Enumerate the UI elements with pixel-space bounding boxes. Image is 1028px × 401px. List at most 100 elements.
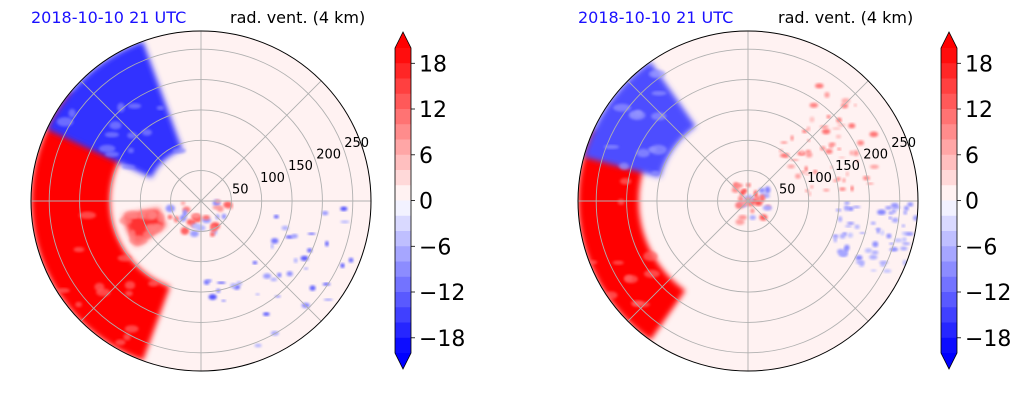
colorbar-level [941,292,957,308]
field-speckle [808,191,812,196]
colorbar-tick-label: −12 [419,281,465,306]
field-speckle [901,224,906,228]
field-blob [762,205,773,211]
field-texture [68,108,76,118]
field-speckle [905,232,914,236]
field-texture [56,117,74,127]
colorbar-level [395,231,411,247]
panel-1-title-left: 2018-10-10 21 UTC [31,8,186,27]
field-texture [115,339,126,346]
grid-spoke [747,80,869,202]
colorbar-level [941,48,957,64]
grid-spoke [200,80,322,202]
field-speckle [842,178,846,183]
field-speckle [216,281,226,284]
colorbar-level [941,109,957,125]
colorbar-level [941,170,957,186]
colorbar-tick-label: −18 [419,327,465,352]
field-speckle [779,153,789,158]
radial-tick-label: 50 [779,182,796,197]
radial-tick-label: 150 [835,159,860,174]
colorbar-tick-label: 0 [965,190,979,215]
field-speckle [206,279,212,282]
field-speckle [806,126,811,132]
field-speckle [303,267,309,270]
field-speckle [877,209,886,215]
field-blob [182,209,188,218]
field-speckle [805,173,810,176]
grid-spoke [80,80,202,202]
colorbar-level [395,93,411,110]
field-blob [738,215,747,220]
field-speckle [872,241,879,248]
field-texture [124,281,136,290]
colorbar-level [395,170,411,186]
field-blob [741,201,748,206]
field-speckle [340,220,350,224]
field-speckle [857,140,865,146]
field-speckle [838,156,846,159]
field-speckle [859,232,866,235]
field-speckle [821,128,831,135]
field-speckle [903,210,907,215]
field-speckle [855,260,865,265]
field-blob [733,183,743,188]
colorbar-level [395,276,411,293]
field-speckle [321,211,329,216]
grid-spoke [80,200,202,322]
colorbar-level [395,78,411,95]
field-speckle [845,225,852,228]
polar-panel-2: 2018-10-10 21 UTC rad. vent. (4 km) 50 10… [577,8,1011,372]
field-speckle [883,269,892,273]
field-speckle [869,164,879,169]
field-blob [223,201,232,209]
colorbar-tick-label: 18 [965,52,993,77]
field-speckle [912,215,918,221]
field-blob [180,227,190,235]
colorbar-tick-label: −18 [965,327,1011,352]
field-texture [96,288,111,297]
field-speckle [291,234,298,239]
field-speckle [876,227,880,234]
field-speckle [795,173,801,179]
colorbar-extend-min [395,353,411,369]
field-speckle [888,211,894,215]
colorbar-tick-label: 6 [419,144,433,169]
field-speckle [826,115,831,119]
colorbar-extend-max [395,32,411,48]
field-speckle [886,233,892,239]
field-speckle [894,238,903,243]
field-texture [124,290,133,297]
field-speckle [322,282,331,286]
field-speckle [893,208,900,211]
field-speckle [252,261,258,265]
colorbar-level [941,261,957,278]
colorbar-level [941,63,957,79]
field-speckle [837,147,841,151]
colorbar-extend-min [941,353,957,369]
field-speckle [271,238,279,244]
field-texture [123,333,131,341]
colorbar-level [941,139,957,156]
colorbar-tick-label: 12 [965,98,993,123]
field-texture [109,121,122,130]
field-speckle [854,224,860,229]
radial-tick-label: 100 [807,171,832,186]
field-texture [148,280,159,287]
field-texture [104,151,120,158]
field-texture [624,275,638,284]
field-blob [202,215,210,220]
field-blob [758,187,766,194]
field-texture [145,223,161,231]
field-speckle [845,171,849,177]
colorbar-level [941,78,957,95]
field-blob [749,215,756,221]
field-speckle [839,233,846,239]
field-speckle [850,185,854,192]
radial-tick-label: 50 [232,182,249,197]
field-texture [119,216,133,225]
field-speckle [844,201,850,205]
field-speckle [848,123,856,129]
colorbar-level [941,200,957,217]
